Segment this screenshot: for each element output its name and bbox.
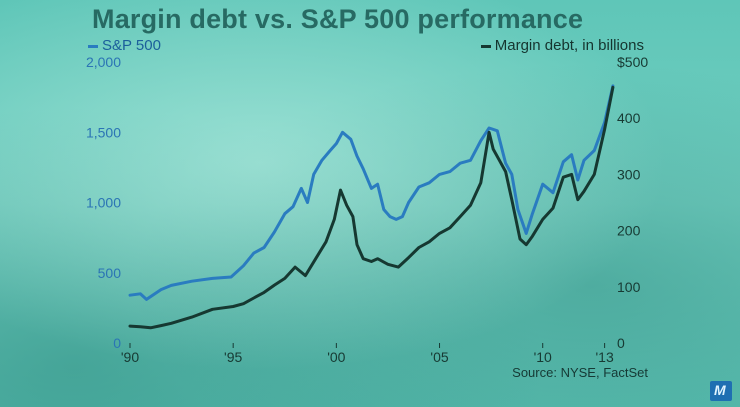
right-axis-tick-label: 0 (617, 335, 625, 351)
legend-sp500-swatch (88, 44, 98, 48)
right-axis-tick-label: $500 (617, 54, 648, 70)
legend-margin-debt-label: Margin debt, in billions (494, 37, 644, 54)
right-axis-tick-label: 200 (617, 223, 641, 239)
right-axis-tick-label: 100 (617, 279, 641, 295)
x-axis-tick-label: '00 (327, 349, 345, 365)
left-axis-tick-label: 1,500 (86, 124, 121, 140)
x-axis-tick-label: '95 (224, 349, 242, 365)
left-axis-tick-label: 500 (98, 265, 122, 281)
right-axis-tick-label: 300 (617, 166, 641, 182)
left-axis-tick-label: 0 (113, 335, 121, 351)
series-line-margin-debt (128, 85, 615, 330)
legend-margin-debt-swatch (480, 44, 491, 48)
x-axis-tick-label: '13 (595, 349, 613, 365)
left-axis-tick-label: 1,000 (86, 195, 121, 211)
series-line-sp500 (128, 84, 615, 301)
x-axis-tick-label: '05 (430, 349, 448, 365)
right-axis-tick-label: 400 (617, 110, 641, 126)
legend-sp500-label: S&P 500 (102, 37, 161, 54)
chart-title: Margin debt vs. S&P 500 performance (92, 4, 584, 34)
source-note: Source: NYSE, FactSet (512, 365, 648, 380)
x-axis-tick-label: '10 (534, 349, 552, 365)
left-axis-tick-label: 2,000 (86, 54, 121, 70)
channel-logo: M (710, 381, 732, 401)
x-axis-tick-label: '90 (121, 349, 139, 365)
legend-sp500: S&P 500 (88, 37, 161, 54)
legend-margin-debt: Margin debt, in billions (480, 37, 644, 54)
